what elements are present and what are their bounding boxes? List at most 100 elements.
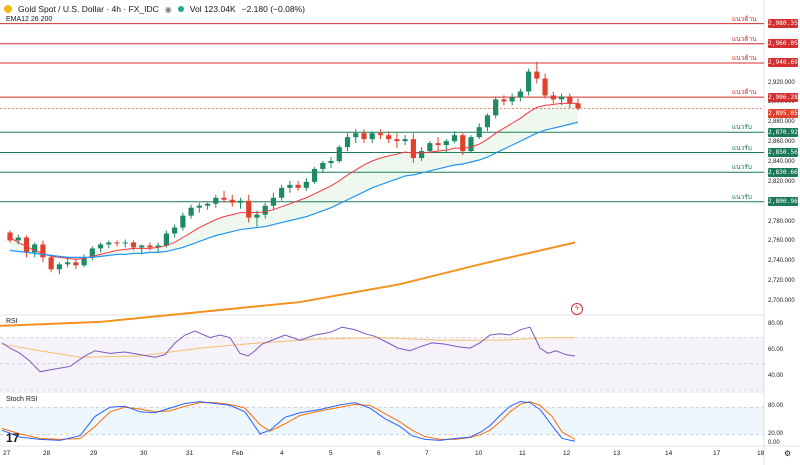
support-label: แนวรับ — [732, 163, 752, 172]
resistance-label: แนวต้าน — [732, 53, 757, 62]
candle-body — [172, 227, 178, 234]
candle-body — [526, 71, 532, 92]
ema12-line — [9, 102, 578, 260]
rsi-line — [1, 326, 576, 373]
stoch-d-line — [1, 401, 576, 440]
candle-body — [237, 200, 244, 203]
candle-body — [7, 232, 13, 241]
candle-body — [542, 78, 548, 96]
chart-header: Gold Spot / U.S. Dollar · 4h · FX_IDC ◉ … — [4, 4, 305, 14]
level-price-tag: 2,850.563 — [768, 148, 800, 157]
candle-body — [106, 242, 112, 245]
settings-gear-icon[interactable]: ⚙ — [784, 449, 792, 458]
candle-body — [451, 135, 458, 142]
candle-body — [155, 245, 161, 248]
candle-body — [279, 187, 285, 198]
rsi-tick: 40.00 — [768, 372, 784, 379]
stoch-rsi-title[interactable]: Stoch RSI — [6, 396, 38, 403]
candle-body — [122, 242, 128, 244]
eye-icon[interactable]: ◉ — [164, 4, 172, 14]
price-tick: 2,840.000 — [768, 158, 795, 165]
candle-body — [361, 133, 367, 140]
ema-indicator-label[interactable]: EMA12 26 200 — [6, 16, 53, 23]
level-price-tag: 2,870.923 — [768, 127, 800, 137]
candle-body — [311, 168, 318, 182]
support-label: แนวรับ — [732, 192, 752, 201]
ema26-line — [9, 121, 579, 258]
support-label: แนวรับ — [732, 123, 752, 132]
candle-body — [65, 262, 71, 265]
gold-symbol-icon — [4, 5, 12, 13]
candle-body — [196, 205, 202, 208]
candle-body — [402, 139, 408, 142]
stoch-k-line — [1, 401, 576, 442]
candle-body — [558, 96, 565, 100]
candle-body — [336, 147, 342, 162]
time-tick: 30 — [140, 450, 148, 457]
resistance-label: แนวต้าน — [732, 88, 757, 97]
candle-body — [443, 141, 449, 146]
candle-body — [476, 127, 482, 138]
stoch-band — [0, 407, 764, 435]
candle-body — [147, 245, 153, 248]
candle-body — [509, 97, 515, 102]
price-tick: 2,720.000 — [768, 278, 795, 285]
candle-body — [328, 161, 334, 163]
status-dot-icon — [177, 6, 184, 12]
time-tick: 10 — [475, 450, 483, 457]
rsi-tick: 80.00 — [768, 320, 784, 327]
candle-body — [221, 197, 227, 200]
candle-body — [114, 242, 120, 244]
candle-body — [501, 99, 507, 102]
stoch-tick: 80.00 — [768, 403, 784, 410]
candle-body — [303, 181, 309, 188]
time-tick: 4 — [280, 450, 284, 457]
time-tick: 14 — [665, 450, 673, 457]
candle-body — [517, 91, 523, 98]
candle-body — [89, 248, 95, 258]
price-tick: 2,760.000 — [768, 238, 795, 245]
candle-body — [97, 244, 104, 249]
lightning-alert-icon[interactable]: ϟ — [571, 303, 583, 315]
time-tick: 5 — [329, 450, 333, 457]
candle-body — [270, 197, 277, 206]
level-price-tag: 2,800.964 — [768, 197, 800, 207]
volume-readout: Vol 123.04K — [189, 4, 236, 14]
price-tick: 2,900.000 — [768, 99, 795, 106]
candle-body — [386, 135, 392, 140]
candle-body — [377, 133, 384, 136]
candle-body — [254, 214, 260, 218]
candle-body — [56, 264, 62, 270]
candle-body — [262, 205, 268, 215]
time-tick: 12 — [563, 450, 571, 457]
candle-body — [484, 115, 491, 128]
level-price-tag: 2,960.058 — [768, 39, 800, 49]
price-tick: 2,700.000 — [768, 298, 795, 305]
stoch-tick: 20.00 — [768, 430, 784, 437]
candle-body — [550, 95, 556, 100]
candle-body — [394, 139, 400, 142]
time-tick: Feb — [232, 450, 244, 457]
price-tick: 2,920.000 — [768, 79, 795, 86]
candle-body — [48, 257, 54, 270]
candle-body — [320, 162, 326, 169]
candle-body — [427, 143, 433, 152]
rsi-title[interactable]: RSI — [6, 318, 18, 325]
time-tick: 28 — [43, 450, 51, 457]
price-tick: 2,880.000 — [768, 119, 795, 126]
candle-body — [460, 135, 466, 152]
symbol-title[interactable]: Gold Spot / U.S. Dollar · 4h · FX_IDC — [18, 4, 159, 14]
candle-body — [435, 143, 441, 146]
current-price-tag: 2,895.050 — [768, 109, 800, 119]
resistance-label: แนวต้าน — [732, 34, 757, 43]
candle-body — [344, 137, 351, 148]
time-tick: 13 — [613, 450, 621, 457]
time-tick: 6 — [377, 450, 381, 457]
level-price-tag: 2,906.280 — [768, 92, 800, 102]
rsi-ma-line — [1, 337, 575, 358]
candle-body — [180, 215, 186, 228]
tradingview-logo: 17 — [6, 431, 20, 445]
candle-body — [130, 242, 137, 248]
resistance-label: แนวต้าน — [732, 14, 757, 23]
